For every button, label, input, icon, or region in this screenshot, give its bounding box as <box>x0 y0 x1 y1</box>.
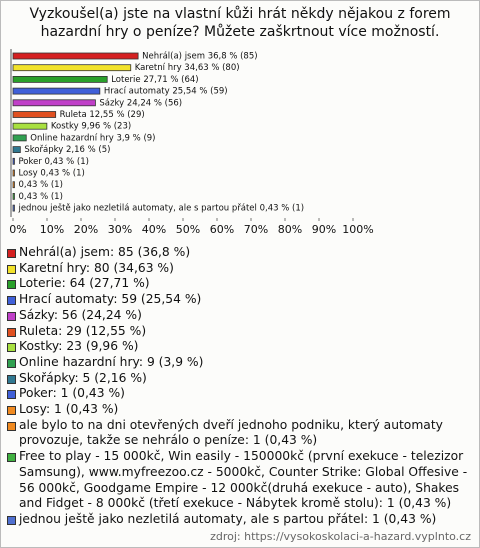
bar <box>12 192 15 200</box>
legend-swatch <box>7 343 16 353</box>
bar-label: Online hazardní hry 3,9 % (9) <box>30 133 155 143</box>
x-tick-label: 80% <box>278 223 302 236</box>
legend-label: Ruleta: 29 (12,55 %) <box>19 323 147 338</box>
legend-swatch <box>7 390 16 400</box>
legend-item: Online hazardní hry: 9 (3,9 %) <box>7 355 473 371</box>
legend-swatch <box>7 421 16 431</box>
legend-label: jednou ještě jako nezletilá automaty, al… <box>19 511 437 526</box>
bar-label: Ruleta 12,55 % (29) <box>60 110 145 120</box>
legend-swatch <box>7 264 16 274</box>
legend-label: Nehrál(a) jsem: 85 (36,8 %) <box>19 245 191 259</box>
legend-label: ale bylo to na dni otevřených dveří jedn… <box>19 417 443 448</box>
x-tick-label: 30% <box>108 223 132 236</box>
legend-item: Free to play - 15 000kč, Win easily - 15… <box>7 449 473 512</box>
x-tick-label: 10% <box>40 223 64 236</box>
legend-item: Hrací automaty: 59 (25,54 %) <box>7 292 473 308</box>
bar <box>12 134 27 142</box>
legend-item: Sázky: 56 (24,24 %) <box>7 308 473 324</box>
legend-swatch <box>7 406 16 416</box>
bar-label: Sázky 24,24 % (56) <box>99 98 182 108</box>
bar <box>12 87 101 95</box>
bar-label: Poker 0,43 % (1) <box>18 157 89 167</box>
legend-item: Ruleta: 29 (12,55 %) <box>7 324 473 340</box>
legend-swatch <box>7 327 16 337</box>
bar <box>12 99 96 107</box>
bar-label: jednou ještě jako nezletilá automaty, al… <box>17 203 304 214</box>
bar <box>12 122 48 130</box>
legend-label: Kostky: 23 (9,96 %) <box>19 339 139 354</box>
bar-label: Loterie 27,71 % (64) <box>111 75 198 85</box>
legend-item: Loterie: 64 (27,71 %) <box>7 276 473 292</box>
legend-item: jednou ještě jako nezletilá automaty, al… <box>7 512 473 528</box>
legend-swatch <box>7 358 16 368</box>
bar-label: Hrací automaty 25,54 % (59) <box>104 87 228 97</box>
legend-item: ale bylo to na dni otevřených dveří jedn… <box>7 418 473 449</box>
bar <box>12 146 21 154</box>
legend-item: Nehrál(a) jsem: 85 (36,8 %) <box>7 245 473 261</box>
legend-item: Losy: 1 (0,43 %) <box>7 402 473 418</box>
bar <box>12 111 57 118</box>
bar <box>12 157 15 165</box>
legend-label: Hrací automaty: 59 (25,54 %) <box>19 292 202 307</box>
legend-swatch <box>7 296 16 306</box>
legend-swatch <box>7 249 16 258</box>
source: zdroj: https://vysokoskolaci-a-hazard.vy… <box>210 530 471 543</box>
chart: 0% 10% 20% 30% 40% 50% 60% 70% 80% 90% 100% Nehrál(… <box>9 49 374 236</box>
legend-label: Sázky: 56 (24,24 %) <box>19 307 142 322</box>
bar-label: Nehrál(a) jsem 36,8 % (85) <box>142 52 257 62</box>
bar <box>12 76 108 83</box>
legend-swatch <box>7 311 16 321</box>
x-tick-label: 100% <box>342 223 373 236</box>
legend-item: Poker: 1 (0,43 %) <box>7 386 473 402</box>
legend-item: Kostky: 23 (9,96 %) <box>7 339 473 355</box>
bar <box>12 181 15 189</box>
legend-label: Loterie: 64 (27,71 %) <box>19 276 150 291</box>
legend-label: Online hazardní hry: 9 (3,9 %) <box>19 354 204 369</box>
bar-label: 0,43 % (1) <box>18 180 62 190</box>
legend-label: Poker: 1 (0,43 %) <box>19 386 125 401</box>
legend-label: Skořápky: 5 (2,16 %) <box>19 370 147 385</box>
x-tick-label: 20% <box>74 223 98 236</box>
bar-label: Kostky 9,96 % (23) <box>51 122 131 132</box>
x-tick-label: 60% <box>210 223 234 236</box>
chart-title: Vyzkoušel(a) jste na vlastní kůži hrát n… <box>29 6 451 40</box>
bar-label: Losy 0,43 % (1) <box>18 169 84 179</box>
legend-label: Karetní hry: 80 (34,63 %) <box>19 260 174 275</box>
legend-item: Karetní hry: 80 (34,63 %) <box>7 261 473 277</box>
x-tick-label: 70% <box>244 223 268 236</box>
legend: Nehrál(a) jsem: 85 (36,8 %) Karetní hry: … <box>7 245 473 528</box>
legend-swatch <box>7 280 16 290</box>
legend-item: Skořápky: 5 (2,16 %) <box>7 371 473 387</box>
x-tick-label: 50% <box>176 223 200 236</box>
bar <box>12 204 15 212</box>
bar-label: Karetní hry 34,63 % (80) <box>135 63 240 73</box>
x-tick-label: 40% <box>142 223 166 236</box>
legend-label: Losy: 1 (0,43 %) <box>19 402 119 417</box>
legend-swatch <box>7 374 16 384</box>
legend-swatch <box>7 515 16 525</box>
x-tick-label: 90% <box>312 223 336 236</box>
bar <box>12 52 139 60</box>
bar <box>12 64 132 72</box>
x-tick-label: 0% <box>9 223 26 236</box>
bar-label: 0,43 % (1) <box>18 192 62 202</box>
legend-swatch <box>7 453 16 463</box>
bar-label: Skořápky 2,16 % (5) <box>24 145 110 155</box>
legend-label: Free to play - 15 000kč, Win easily - 15… <box>19 449 468 511</box>
bar <box>12 169 15 177</box>
